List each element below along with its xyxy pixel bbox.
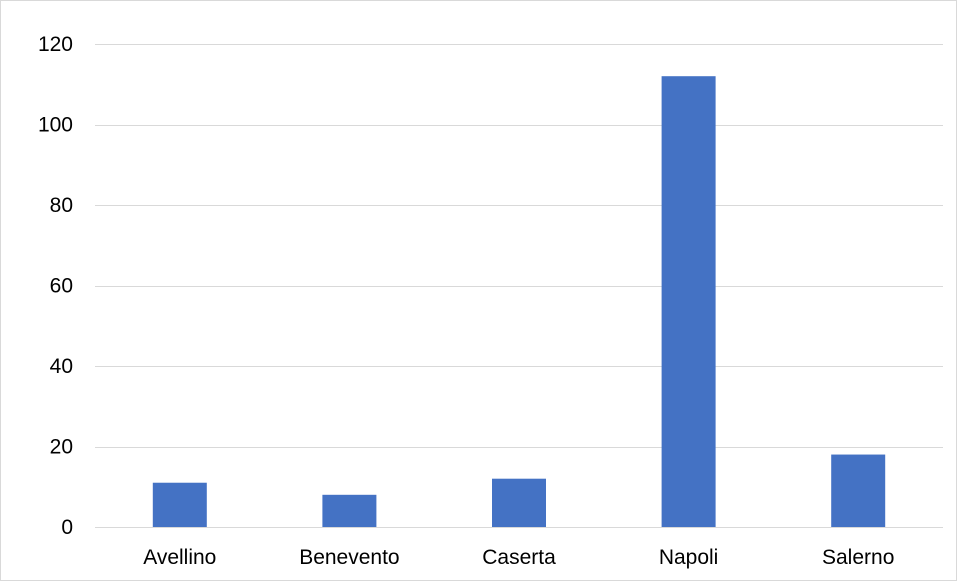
y-axis-tick-labels: 0 20 40 60 80 100 120: [38, 33, 73, 539]
x-tick-label-salerno: Salerno: [822, 546, 894, 569]
y-tick-label: 120: [38, 33, 73, 56]
bar-salerno: [831, 454, 886, 527]
bar-benevento: [322, 494, 377, 527]
y-tick-label: 0: [61, 516, 73, 539]
bars: [152, 76, 886, 527]
y-tick-label: 40: [50, 355, 73, 378]
y-tick-label: 100: [38, 114, 73, 137]
x-tick-label-napoli: Napoli: [659, 546, 719, 569]
y-tick-label: 60: [50, 275, 73, 298]
gridlines: [95, 44, 943, 528]
x-tick-label-caserta: Caserta: [482, 546, 556, 569]
bar-caserta: [492, 478, 546, 527]
bar-avellino: [152, 482, 207, 527]
y-tick-label: 80: [50, 194, 73, 217]
bar-napoli: [661, 76, 716, 527]
y-tick-label: 20: [50, 436, 73, 459]
x-axis-tick-labels: Avellino Benevento Caserta Napoli Salerno: [143, 546, 894, 569]
x-tick-label-avellino: Avellino: [143, 546, 216, 569]
x-tick-label-benevento: Benevento: [299, 546, 399, 569]
